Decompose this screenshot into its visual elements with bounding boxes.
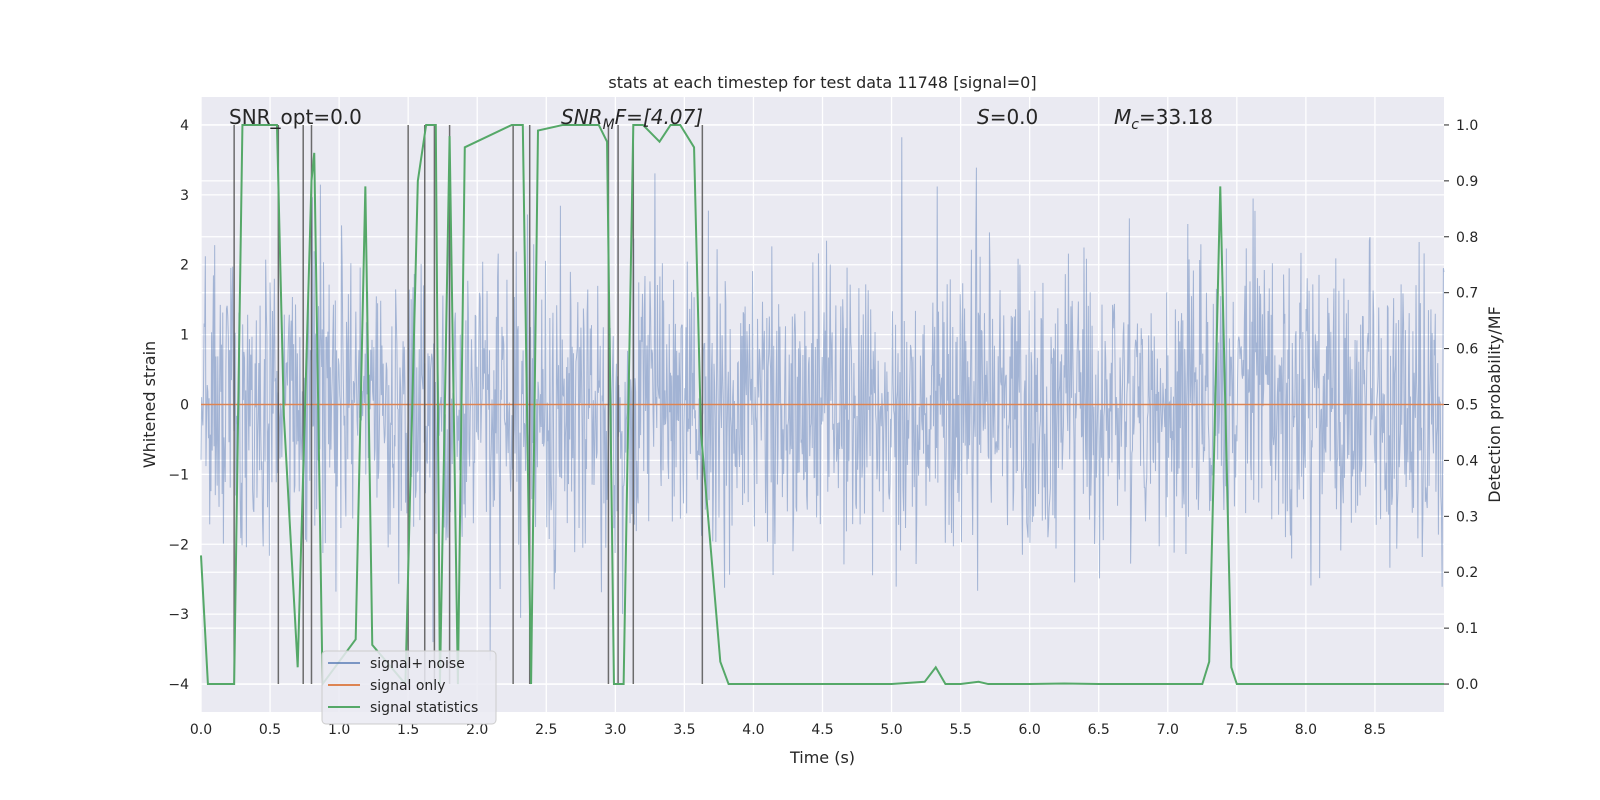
x-tick-label: 4.5 [811, 722, 833, 738]
annotation-snr-mf-value: F=[4.07] [615, 105, 703, 129]
x-tick-label: 6.5 [1088, 722, 1110, 738]
y-right-tick-label: 0.5 [1456, 398, 1478, 414]
y-tick-label: −1 [168, 467, 189, 483]
y-right-tick-label: 0.6 [1456, 342, 1478, 358]
annotation-mc-symbol: M [1114, 105, 1131, 129]
annotation-mc-value: =33.18 [1139, 105, 1213, 129]
y-tick-label: −3 [168, 607, 189, 623]
y-right-tick-label: 1.0 [1456, 118, 1478, 134]
x-tick-label: 0.5 [259, 722, 281, 738]
annotation-snr-mf: SNRMF=[4.07] [561, 105, 703, 133]
annotation-snr-mf-subscript: M [603, 117, 615, 133]
y-right-tick-label: 0.3 [1456, 509, 1478, 525]
y-tick-label: 2 [180, 258, 189, 274]
annotation-snr-mf-symbol: SNR [561, 105, 603, 129]
y-tick-label: −4 [168, 677, 189, 693]
annotation-mc-subscript: c [1131, 117, 1139, 133]
y-right-tick-label: 0.7 [1456, 286, 1478, 302]
y-right-tick-label: 0.1 [1456, 621, 1478, 637]
x-tick-label: 2.5 [535, 722, 557, 738]
x-tick-label: 7.0 [1157, 722, 1179, 738]
annotation-s: S=0.0 [977, 105, 1038, 129]
x-tick-label: 4.0 [742, 722, 764, 738]
legend-label-noise: signal+ noise [370, 656, 465, 672]
annotation-s-symbol: S [977, 105, 990, 129]
y-right-tick-label: 0.9 [1456, 174, 1478, 190]
x-tick-label: 1.0 [328, 722, 350, 738]
y-tick-label: 3 [180, 188, 189, 204]
y-right-tick-label: 0.2 [1456, 565, 1478, 581]
legend-label-stats: signal statistics [370, 700, 478, 716]
x-tick-label: 5.5 [949, 722, 971, 738]
y-tick-label: 4 [180, 118, 189, 134]
legend-box [321, 650, 497, 725]
chart-title: stats at each timestep for test data 117… [608, 73, 1036, 92]
ticks: 0.0 0.5 1.0 1.5 2.0 2.5 3.0 3.5 4.0 4.5 5.0 5.5 6.0 6… [168, 118, 1478, 738]
annotation-chirp-mass: Mc=33.18 [1114, 105, 1213, 133]
y-right-tick-label: 0.4 [1456, 453, 1478, 469]
y-right-tick-label: 0.0 [1456, 677, 1478, 693]
x-tick-label: 0.0 [190, 722, 212, 738]
x-tick-label: 7.5 [1226, 722, 1248, 738]
annotation-s-value: =0.0 [990, 105, 1039, 129]
y-tick-label: −2 [168, 537, 189, 553]
x-tick-label: 8.0 [1295, 722, 1317, 738]
y-right-tick-label: 0.8 [1456, 230, 1478, 246]
annotation-snr-opt: SNR_opt=0.0 [229, 105, 362, 129]
legend: signal+ noise signal only signal statist… [321, 650, 497, 725]
x-tick-label: 8.5 [1364, 722, 1386, 738]
x-tick-label: 3.0 [604, 722, 626, 738]
y-tick-label: 0 [180, 398, 189, 414]
y-axis-label-right: Detection probability/MF [1485, 306, 1504, 503]
x-tick-label: 1.5 [397, 722, 419, 738]
x-tick-label: 6.0 [1019, 722, 1041, 738]
x-tick-label: 5.0 [880, 722, 902, 738]
x-tick-label: 2.0 [466, 722, 488, 738]
x-axis-label: Time (s) [789, 748, 855, 767]
y-axis-label: Whitened strain [140, 341, 159, 468]
x-tick-label: 3.5 [673, 722, 695, 738]
y-tick-label: 1 [180, 328, 189, 344]
legend-label-signal: signal only [370, 678, 445, 694]
